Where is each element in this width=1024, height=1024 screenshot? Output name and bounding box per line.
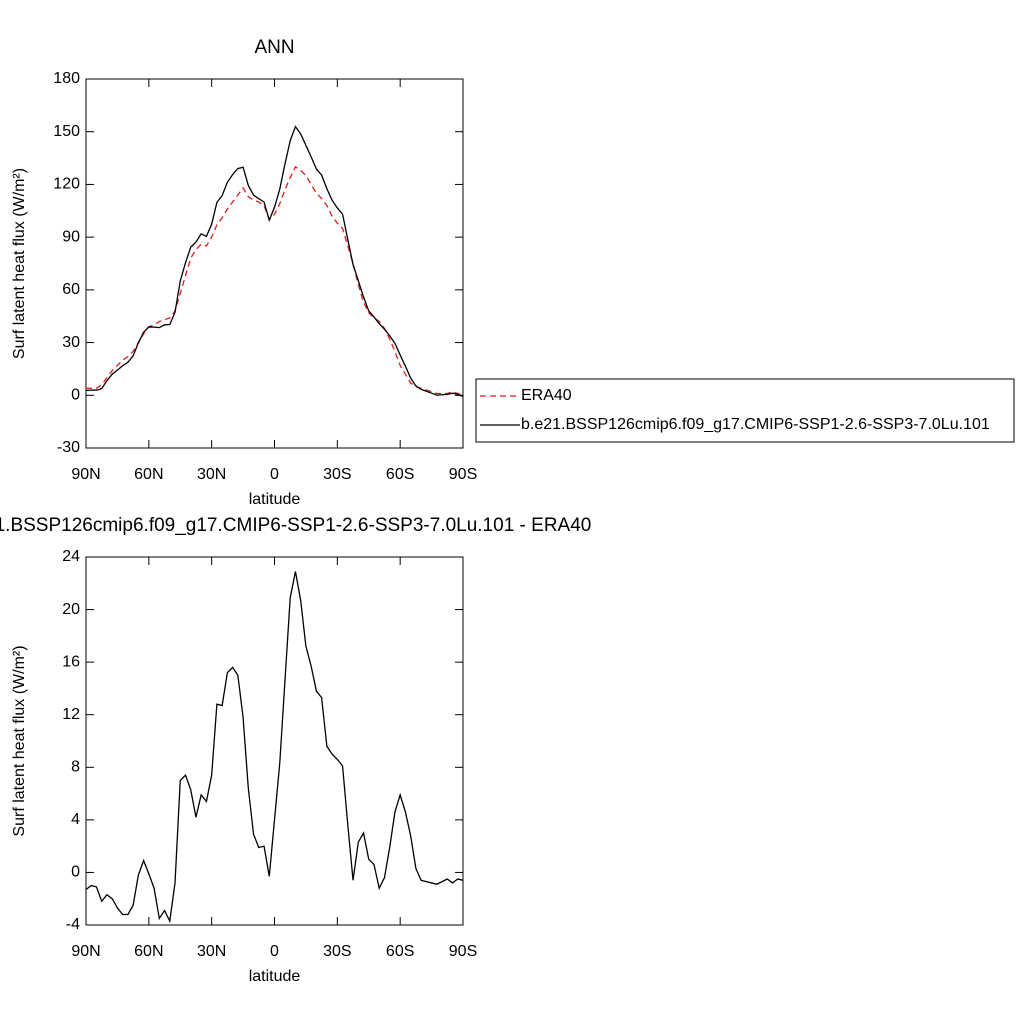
y-tick-label: -4 [66, 916, 80, 933]
x-tick-label: 90N [71, 943, 100, 960]
x-tick-label: 90S [449, 943, 477, 960]
x-tick-label: 0 [270, 466, 279, 483]
data-line [86, 165, 464, 396]
y-tick-label: 90 [62, 228, 80, 245]
x-axis-label: latitude [249, 968, 301, 985]
x-tick-label: 60N [134, 466, 163, 483]
x-tick-label: 90S [449, 466, 477, 483]
y-tick-label: 60 [62, 281, 80, 298]
y-tick-label: 180 [53, 70, 80, 87]
plot-frame [85, 556, 464, 926]
x-tick-label: 30N [197, 943, 226, 960]
legend-label: ERA40 [521, 387, 572, 404]
legend-label: b.e21.BSSP126cmip6.f09_g17.CMIP6-SSP1-2.… [521, 416, 990, 433]
x-tick-label: 30S [323, 466, 351, 483]
y-tick-label: 8 [71, 759, 80, 776]
x-tick-label: 0 [270, 943, 279, 960]
y-axis-label: Surf latent heat flux (W/m²) [11, 168, 28, 359]
y-tick-label: 4 [71, 811, 80, 828]
x-tick-label: 60S [386, 466, 414, 483]
data-line [85, 125, 464, 397]
y-tick-label: 0 [71, 387, 80, 404]
legend-box [475, 378, 1015, 443]
x-tick-label: 30N [197, 466, 226, 483]
y-tick-label: 30 [62, 334, 80, 351]
x-axis-label: latitude [249, 491, 301, 508]
data-line [85, 571, 464, 924]
y-axis-label: Surf latent heat flux (W/m²) [11, 645, 28, 836]
chart-title: ANN [254, 37, 294, 58]
x-tick-label: 60S [386, 943, 414, 960]
y-tick-label: 120 [53, 176, 80, 193]
y-tick-label: 20 [62, 601, 80, 618]
x-tick-label: 90N [71, 466, 100, 483]
plot-frame [85, 78, 464, 449]
y-tick-label: 12 [62, 706, 80, 723]
y-tick-label: 16 [62, 653, 80, 670]
chart-title: b.e21.BSSP126cmip6.f09_g17.CMIP6-SSP1-2.… [0, 515, 591, 536]
y-tick-label: 0 [71, 864, 80, 881]
y-tick-label: 150 [53, 123, 80, 140]
y-tick-label: 24 [62, 548, 80, 565]
y-tick-label: -30 [57, 439, 80, 456]
x-tick-label: 60N [134, 943, 163, 960]
legend: ERA40 b.e21.BSSP126cmip6.f09_g17.CMIP6-SS… [475, 378, 1015, 443]
x-tick-label: 30S [323, 943, 351, 960]
